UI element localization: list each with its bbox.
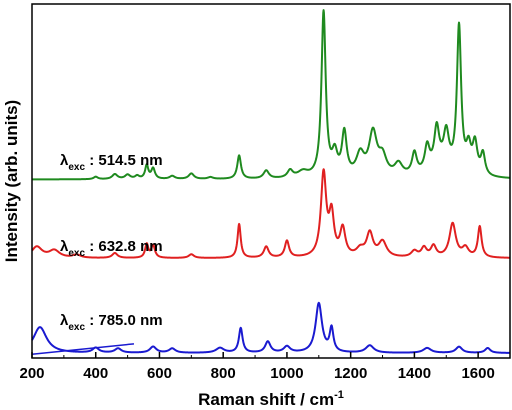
series-line-0: [31, 9, 511, 181]
series-annotation-1: λexc : 632.8 nm: [60, 238, 163, 259]
x-tick-label-4: 1000: [270, 365, 303, 382]
series-line-1: [31, 168, 511, 259]
x-axis-title-superscript: -1: [334, 389, 344, 401]
series-layer: [31, 9, 511, 356]
x-tick-label-7: 1600: [461, 365, 494, 382]
baseline-fit-line: [31, 343, 135, 356]
x-axis-ticks: 200 400 600 800 1000 1200 1400 1600: [19, 352, 495, 382]
x-axis-title-main: Raman shift / cm: [198, 390, 334, 409]
x-tick-label-3: 800: [211, 365, 236, 382]
x-axis-title: Raman shift / cm-1: [198, 389, 344, 409]
series-annotation-0: λexc : 514.5 nm: [60, 152, 163, 173]
series-annotations: λexc : 514.5 nm λexc : 632.8 nm λexc : 785…: [60, 152, 163, 333]
y-axis-title: Intensity (arb. units): [2, 100, 21, 262]
x-tick-label-5: 1200: [334, 365, 367, 382]
x-tick-label-2: 600: [147, 365, 172, 382]
series-line-2: [31, 301, 511, 354]
x-tick-label-6: 1400: [398, 365, 431, 382]
x-tick-label-0: 200: [19, 365, 44, 382]
plot-frame: [31, 3, 511, 359]
series-annotation-2: λexc : 785.0 nm: [60, 312, 163, 333]
x-tick-label-1: 400: [83, 365, 108, 382]
